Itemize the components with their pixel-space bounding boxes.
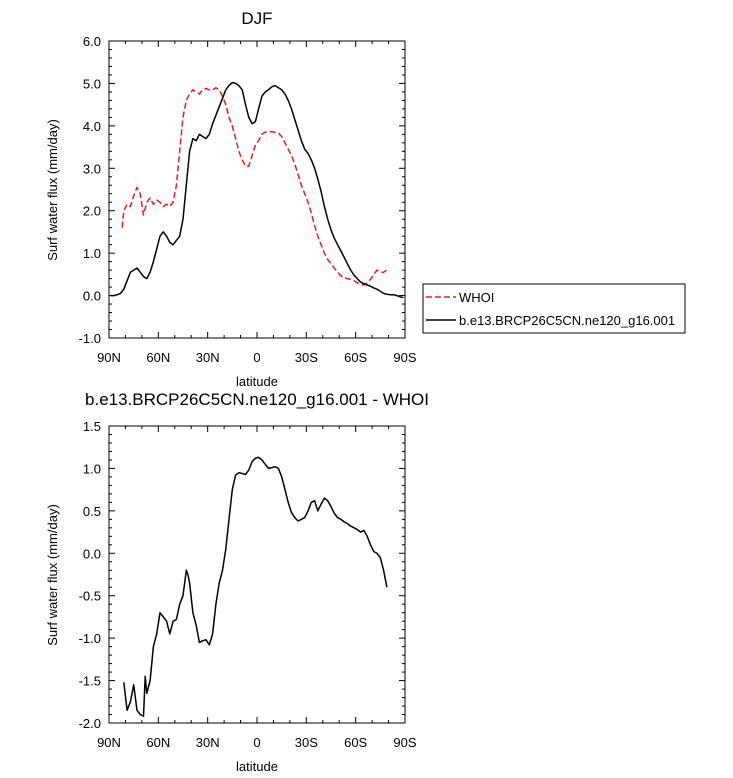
panel2-y-tick-label: -1.5 [79,674,101,689]
panel1-y-tick-label: 5.0 [83,76,101,91]
panel2-x-tick-label: 60N [146,735,170,750]
panel2-series [123,456,388,717]
panel2-x-axis: 90N 60N 30N 0 30S 60S 90S [97,426,417,750]
panel1-x-axis: 90N 60N 30N 0 30S 60S 90S [97,41,417,365]
panel1-y-axis: -1.0 0.0 1.0 2.0 3.0 4.0 5.0 6.0 [79,34,405,346]
panel1-y-tick-label: 3.0 [83,161,101,176]
panel2-y-tick-label: 1.0 [83,461,101,476]
panel1-y-tick-label: 4.0 [83,119,101,134]
panel1-y-tick-label: -1.0 [79,331,101,346]
panel-mean-flux: DJF Surf water flux (mm/day) latitude -1… [45,9,417,389]
panel2-y-tick-label: -2.0 [79,716,101,731]
panel1-x-tick-label: 30S [295,350,318,365]
panel1-title: DJF [241,9,272,28]
panel1-x-tick-label: 30N [196,350,220,365]
panel-difference: b.e13.BRCP26C5CN.ne120_g16.001 - WHOI Su… [45,390,429,774]
panel2-xlabel: latitude [236,759,278,774]
panel2-y-tick-label: -0.5 [79,589,101,604]
legend-label-model: b.e13.BRCP26C5CN.ne120_g16.001 [459,313,675,328]
panel1-x-tick-label: 90N [97,350,121,365]
panel2-series-line-difference [123,456,388,717]
panel2-x-tick-label: 60S [344,735,367,750]
legend-label-whoi: WHOI [459,290,494,305]
panel2-x-tick-label: 90N [97,735,121,750]
panel1-x-tick-label: 60N [146,350,170,365]
panel2-title: b.e13.BRCP26C5CN.ne120_g16.001 - WHOI [85,390,429,409]
panel2-plot-frame [108,425,406,724]
panel1-y-tick-label: 6.0 [83,34,101,49]
panel2-x-tick-label: 0 [253,735,260,750]
legend: WHOI b.e13.BRCP26C5CN.ne120_g16.001 [422,283,686,334]
panel1-series-line-whoi [121,86,388,286]
panel1-x-tick-label: 90S [393,350,416,365]
panel2-ylabel: Surf water flux (mm/day) [45,504,60,646]
panel1-y-tick-label: 2.0 [83,204,101,219]
panel1-y-tick-label: 0.0 [83,289,101,304]
panel1-xlabel: latitude [236,374,278,389]
panel1-x-tick-label: 0 [253,350,260,365]
panel2-y-tick-label: -1.0 [79,631,101,646]
panel2-y-tick-label: 1.5 [83,419,101,434]
panel1-series [110,81,404,299]
panel2-y-tick-label: 0.0 [83,546,101,561]
panel1-x-tick-label: 60S [344,350,367,365]
panel2-x-tick-label: 30N [196,735,220,750]
panel1-plot-frame [108,40,406,339]
panel2-y-axis: -2.0 -1.5 -1.0 -0.5 0.0 0.5 1.0 1.5 [79,419,405,731]
panel1-y-tick-label: 1.0 [83,246,101,261]
panel1-ylabel: Surf water flux (mm/day) [45,119,60,261]
panel2-x-tick-label: 30S [295,735,318,750]
legend-box [422,283,686,334]
panel2-x-tick-label: 90S [393,735,416,750]
panel1-series-line-b-e13-brcp26c5cn-ne120-g16-001 [110,81,404,299]
panel2-y-tick-label: 0.5 [83,504,101,519]
